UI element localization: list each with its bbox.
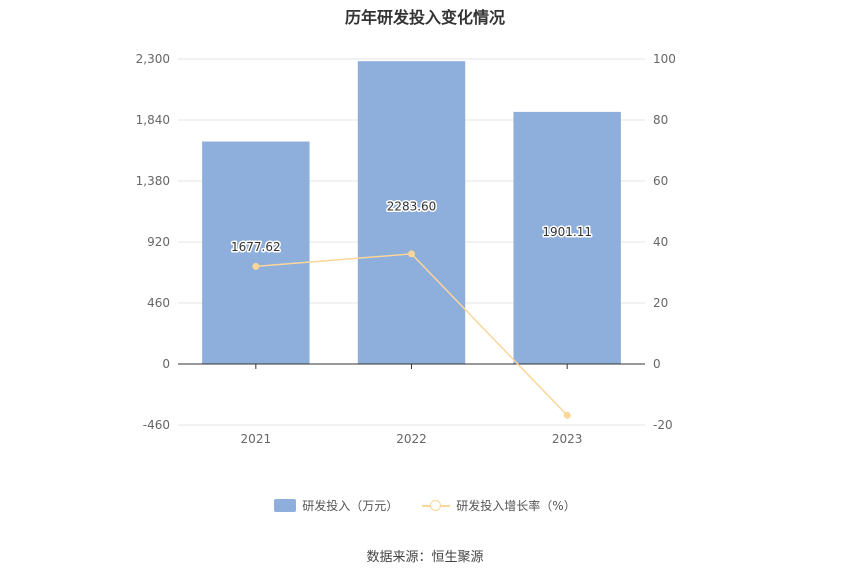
- legend-bar-label: 研发投入（万元）: [302, 499, 399, 513]
- y-right-tick-label: 100: [653, 52, 676, 66]
- line-point: [252, 262, 260, 270]
- bar: [357, 61, 466, 365]
- data-labels: 1677.62 2283.60 1901.11: [230, 198, 594, 255]
- legend-line-label: 研发投入增长率（%）: [456, 499, 576, 513]
- y-right-tick-label: -20: [653, 418, 673, 432]
- line-point: [408, 250, 415, 258]
- bar-data-label: 1677.62: [231, 240, 281, 254]
- y-right-tick-label: 80: [653, 113, 668, 127]
- bar-data-label: 2283.60: [387, 200, 437, 214]
- y-right-tick-label: 40: [653, 235, 668, 249]
- source-note: 数据来源：恒生聚源: [366, 550, 484, 565]
- legend-item-line[interactable]: 研发投入增长率（%）: [422, 497, 576, 514]
- legend: 研发投入（万元） 研发投入增长率（%）: [0, 497, 850, 514]
- y-left-tick-label: 920: [147, 235, 170, 249]
- line-series: [252, 250, 571, 419]
- x-tick-label: 2022: [396, 432, 427, 446]
- y-left-tick-label: 460: [147, 296, 170, 310]
- y-right-tick-label: 20: [653, 296, 668, 310]
- line-point: [563, 411, 571, 419]
- legend-line-swatch: [422, 499, 451, 512]
- bar: [513, 111, 621, 364]
- y-left-tick-label: 1,380: [136, 174, 170, 188]
- x-tick-label: 2023: [552, 432, 583, 446]
- x-tick-label: 2021: [241, 432, 272, 446]
- chart-title: 历年研发投入变化情况: [344, 8, 505, 27]
- y-right-tick-label: 0: [653, 357, 661, 371]
- bar-series: [202, 61, 621, 365]
- y-left-tick-label: 2,300: [136, 52, 170, 66]
- combo-chart: 2,300 1,840 1,380 920 460 0 -460 100 80 60 40 20 0 -2…: [136, 52, 676, 446]
- axes: 2,300 1,840 1,380 920 460 0 -460 100 80 60 40 20 0 -2…: [136, 52, 676, 446]
- legend-bar-swatch: [274, 499, 297, 512]
- bar: [202, 141, 310, 364]
- y-left-tick-label: 1,840: [136, 113, 170, 127]
- y-left-tick-label: -460: [143, 418, 170, 432]
- bar-data-label: 1901.11: [542, 225, 592, 239]
- y-left-tick-label: 0: [162, 357, 170, 371]
- y-right-tick-label: 60: [653, 174, 668, 188]
- legend-item-bar[interactable]: 研发投入（万元）: [274, 497, 398, 514]
